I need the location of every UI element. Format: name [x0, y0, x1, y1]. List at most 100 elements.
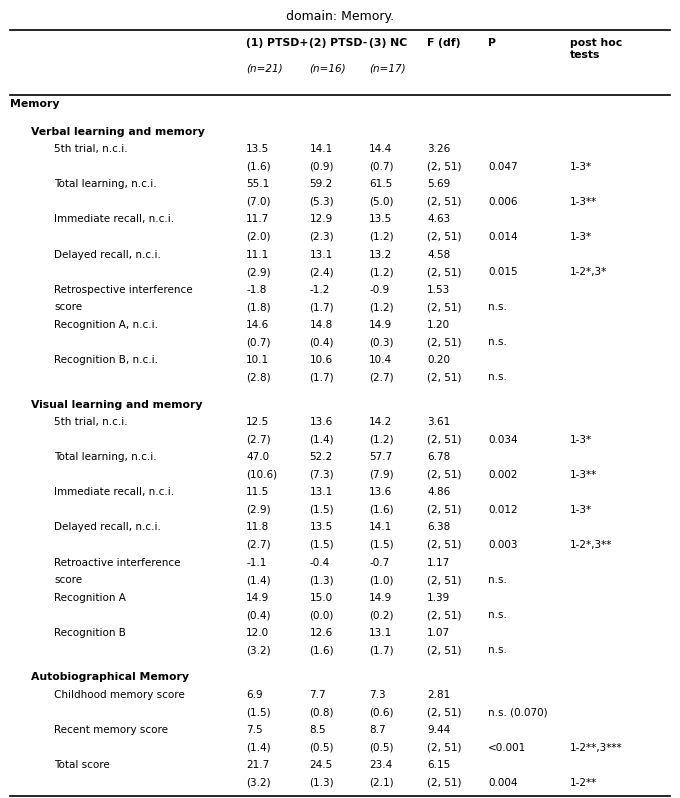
Text: (0.5): (0.5) [369, 743, 394, 753]
Text: 1.39: 1.39 [427, 593, 450, 602]
Text: 11.1: 11.1 [246, 250, 269, 259]
Text: 1-3*: 1-3* [570, 162, 592, 172]
Text: 59.2: 59.2 [309, 180, 333, 189]
Text: <0.001: <0.001 [488, 743, 526, 753]
Text: Recognition B, n.c.i.: Recognition B, n.c.i. [54, 355, 158, 365]
Text: score: score [54, 575, 82, 585]
Text: F (df): F (df) [427, 38, 460, 48]
Text: 1-3**: 1-3** [570, 470, 597, 480]
Text: -1.2: -1.2 [309, 285, 330, 294]
Text: 14.4: 14.4 [369, 144, 392, 154]
Text: (1.5): (1.5) [369, 540, 394, 550]
Text: (2) PTSD-: (2) PTSD- [309, 38, 368, 48]
Text: (2, 51): (2, 51) [427, 540, 462, 550]
Text: 5th trial, n.c.i.: 5th trial, n.c.i. [54, 144, 128, 154]
Text: 0.047: 0.047 [488, 162, 518, 172]
Text: (1.7): (1.7) [309, 302, 334, 312]
Text: 10.1: 10.1 [246, 355, 269, 365]
Text: 14.1: 14.1 [369, 523, 392, 532]
Text: (0.9): (0.9) [309, 162, 334, 172]
Text: post hoc
tests: post hoc tests [570, 38, 622, 60]
Text: (1.5): (1.5) [309, 505, 334, 515]
Text: (n=21): (n=21) [246, 64, 283, 74]
Text: Recognition A: Recognition A [54, 593, 126, 602]
Text: 0.20: 0.20 [427, 355, 450, 365]
Text: 13.5: 13.5 [309, 523, 333, 532]
Text: 5th trial, n.c.i.: 5th trial, n.c.i. [54, 417, 128, 427]
Text: -1.1: -1.1 [246, 558, 267, 567]
Text: (2.1): (2.1) [369, 778, 394, 788]
Text: n.s.: n.s. [488, 373, 507, 382]
Text: 14.1: 14.1 [309, 144, 333, 154]
Text: (1.7): (1.7) [309, 373, 334, 382]
Text: (2, 51): (2, 51) [427, 610, 462, 620]
Text: 4.63: 4.63 [427, 215, 450, 224]
Text: (2, 51): (2, 51) [427, 435, 462, 444]
Text: (0.0): (0.0) [309, 610, 334, 620]
Text: (2, 51): (2, 51) [427, 162, 462, 172]
Text: 1-2*,3**: 1-2*,3** [570, 540, 612, 550]
Text: 1-3*: 1-3* [570, 505, 592, 515]
Text: 8.5: 8.5 [309, 725, 326, 735]
Text: (0.4): (0.4) [309, 338, 334, 347]
Text: Immediate recall, n.c.i.: Immediate recall, n.c.i. [54, 215, 175, 224]
Text: (1.3): (1.3) [309, 778, 334, 788]
Text: 13.5: 13.5 [369, 215, 392, 224]
Text: 1-2**,3***: 1-2**,3*** [570, 743, 622, 753]
Text: Autobiographical Memory: Autobiographical Memory [31, 673, 188, 682]
Text: (1) PTSD+: (1) PTSD+ [246, 38, 309, 48]
Text: (2, 51): (2, 51) [427, 373, 462, 382]
Text: 6.38: 6.38 [427, 523, 450, 532]
Text: 6.78: 6.78 [427, 452, 450, 462]
Text: (n=17): (n=17) [369, 64, 406, 74]
Text: Recognition A, n.c.i.: Recognition A, n.c.i. [54, 320, 158, 330]
Text: Immediate recall, n.c.i.: Immediate recall, n.c.i. [54, 488, 175, 497]
Text: Delayed recall, n.c.i.: Delayed recall, n.c.i. [54, 523, 161, 532]
Text: 1.17: 1.17 [427, 558, 450, 567]
Text: (0.7): (0.7) [246, 338, 271, 347]
Text: 1-3**: 1-3** [570, 197, 597, 207]
Text: 0.004: 0.004 [488, 778, 517, 788]
Text: (2, 51): (2, 51) [427, 743, 462, 753]
Text: 1.53: 1.53 [427, 285, 450, 294]
Text: 3.26: 3.26 [427, 144, 450, 154]
Text: score: score [54, 302, 82, 312]
Text: (2.0): (2.0) [246, 232, 271, 242]
Text: Verbal learning and memory: Verbal learning and memory [31, 127, 205, 136]
Text: 0.003: 0.003 [488, 540, 517, 550]
Text: 1.07: 1.07 [427, 628, 450, 638]
Text: 7.7: 7.7 [309, 690, 326, 700]
Text: 0.006: 0.006 [488, 197, 517, 207]
Text: (2.7): (2.7) [246, 435, 271, 444]
Text: Visual learning and memory: Visual learning and memory [31, 400, 202, 409]
Text: 13.1: 13.1 [309, 250, 333, 259]
Text: 4.86: 4.86 [427, 488, 450, 497]
Text: (0.2): (0.2) [369, 610, 394, 620]
Text: 13.1: 13.1 [309, 488, 333, 497]
Text: 10.6: 10.6 [309, 355, 333, 365]
Text: 12.0: 12.0 [246, 628, 269, 638]
Text: 14.9: 14.9 [369, 320, 392, 330]
Text: 14.2: 14.2 [369, 417, 392, 427]
Text: 14.9: 14.9 [246, 593, 269, 602]
Text: (2.8): (2.8) [246, 373, 271, 382]
Text: (1.4): (1.4) [309, 435, 334, 444]
Text: 7.3: 7.3 [369, 690, 386, 700]
Text: n.s.: n.s. [488, 302, 507, 312]
Text: 4.58: 4.58 [427, 250, 450, 259]
Text: Total score: Total score [54, 760, 110, 770]
Text: (7.0): (7.0) [246, 197, 271, 207]
Text: (1.2): (1.2) [369, 232, 394, 242]
Text: 0.012: 0.012 [488, 505, 518, 515]
Text: 52.2: 52.2 [309, 452, 333, 462]
Text: n.s. (0.070): n.s. (0.070) [488, 708, 548, 717]
Text: Total learning, n.c.i.: Total learning, n.c.i. [54, 180, 157, 189]
Text: Retrospective interference: Retrospective interference [54, 285, 193, 294]
Text: (2.9): (2.9) [246, 267, 271, 277]
Text: (2, 51): (2, 51) [427, 778, 462, 788]
Text: (n=16): (n=16) [309, 64, 346, 74]
Text: 14.8: 14.8 [309, 320, 333, 330]
Text: 57.7: 57.7 [369, 452, 392, 462]
Text: 11.7: 11.7 [246, 215, 269, 224]
Text: (0.5): (0.5) [309, 743, 334, 753]
